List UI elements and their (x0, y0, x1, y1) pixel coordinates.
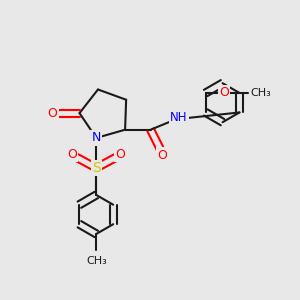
Text: O: O (219, 86, 229, 99)
Text: O: O (115, 148, 125, 161)
Text: NH: NH (170, 111, 188, 124)
Text: N: N (92, 131, 101, 145)
Text: O: O (158, 149, 167, 162)
Text: S: S (92, 161, 101, 175)
Text: CH₃: CH₃ (251, 88, 272, 98)
Text: O: O (48, 106, 58, 120)
Text: CH₃: CH₃ (86, 256, 107, 266)
Text: O: O (67, 148, 77, 161)
